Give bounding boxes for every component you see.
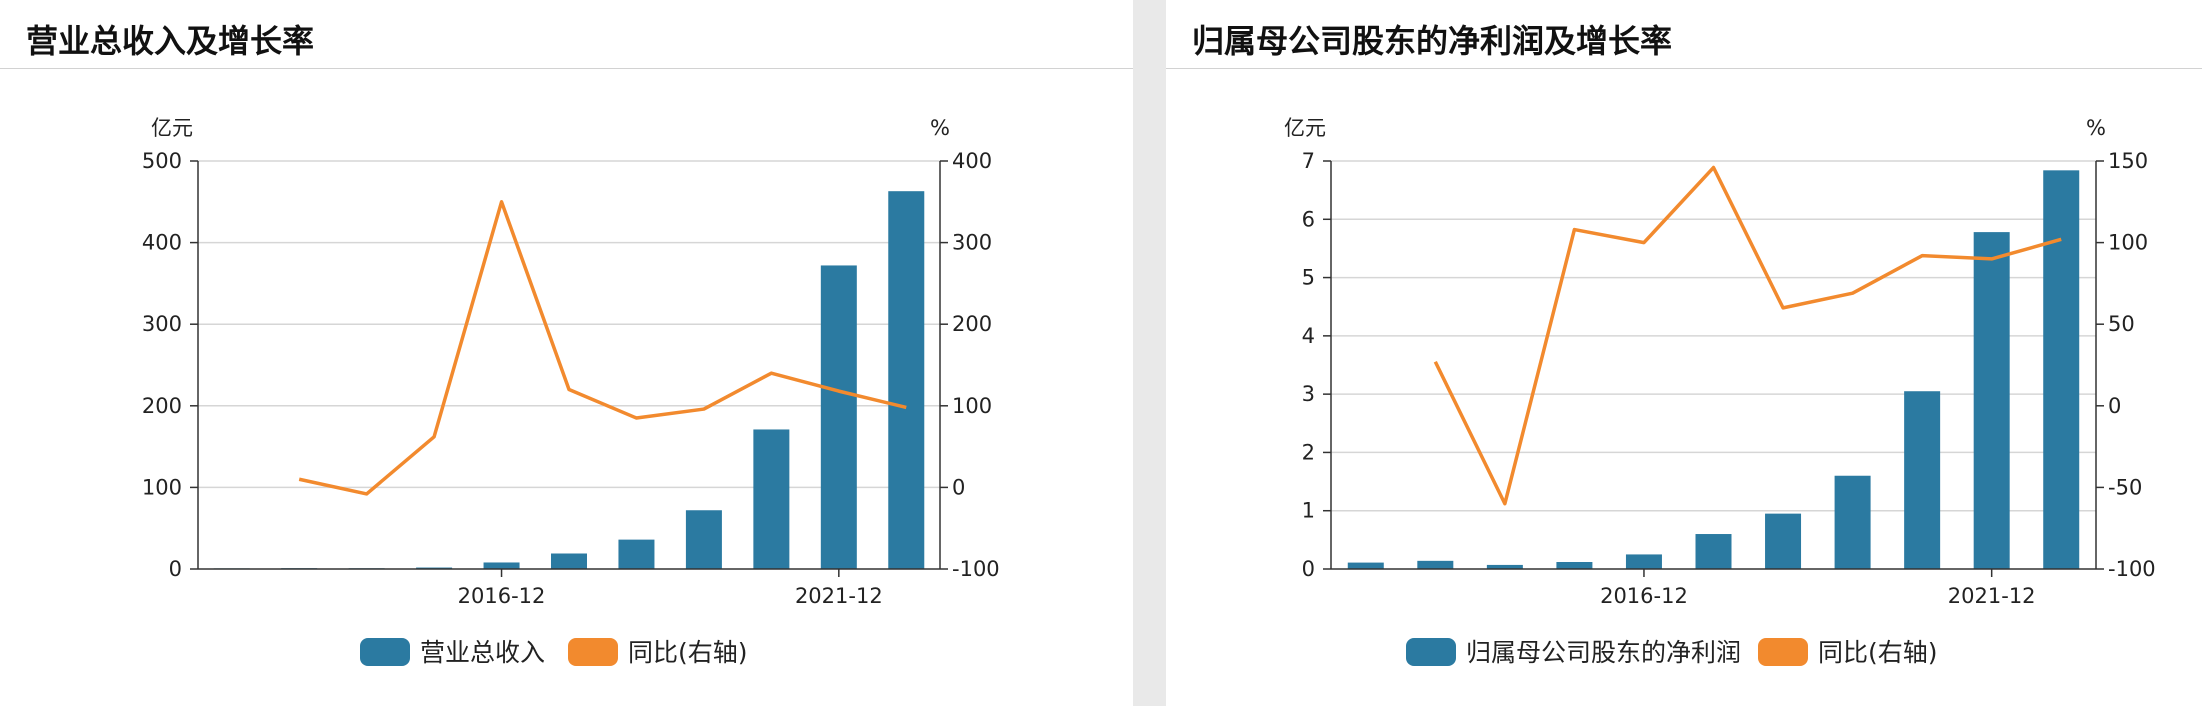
y-tick-label: 5 bbox=[1302, 266, 1315, 290]
bar bbox=[1556, 562, 1593, 569]
legend-swatch bbox=[568, 638, 618, 666]
y2-tick-label: -100 bbox=[952, 557, 1000, 581]
legend-label: 同比(右轴) bbox=[1818, 638, 1938, 667]
y2-tick-label: -50 bbox=[2108, 475, 2142, 499]
panel-title: 归属母公司股东的净利润及增长率 bbox=[1192, 22, 1673, 60]
y-tick-label: 300 bbox=[142, 312, 182, 336]
panel-title: 营业总收入及增长率 bbox=[26, 22, 315, 60]
y-tick-label: 0 bbox=[169, 557, 182, 581]
bar bbox=[685, 510, 722, 569]
y2-axis-unit: % bbox=[930, 116, 950, 140]
y2-tick-label: 150 bbox=[2108, 149, 2148, 173]
revenue-chart: 0 100 200 300 400 500 -100 0 100 200 300 400 2016-12… bbox=[142, 116, 1000, 667]
legend-label: 同比(右轴) bbox=[628, 638, 748, 667]
y2-tick-label: 400 bbox=[952, 149, 992, 173]
y2-tick-label: 300 bbox=[952, 231, 992, 255]
bar bbox=[483, 562, 520, 569]
x-tick-label: 2021-12 bbox=[795, 584, 883, 608]
y-tick-label: 100 bbox=[142, 475, 182, 499]
bar bbox=[1625, 554, 1662, 569]
y2-tick-label: -100 bbox=[2108, 557, 2156, 581]
legend-swatch bbox=[1406, 638, 1456, 666]
legend-label: 归属母公司股东的净利润 bbox=[1466, 638, 1741, 667]
bar bbox=[2043, 170, 2080, 569]
y2-tick-label: 50 bbox=[2108, 312, 2135, 336]
legend-swatch bbox=[1758, 638, 1808, 666]
y-tick-label: 1 bbox=[1302, 499, 1315, 523]
y-tick-label: 6 bbox=[1302, 207, 1315, 231]
y2-tick-label: 0 bbox=[952, 475, 965, 499]
panel-header: 归属母公司股东的净利润及增长率 bbox=[1166, 0, 2202, 69]
bar bbox=[1765, 513, 1802, 569]
y2-axis-unit: % bbox=[2086, 116, 2106, 140]
x-tick-label: 2016-12 bbox=[458, 584, 546, 608]
bar bbox=[1695, 534, 1732, 569]
y-tick-label: 200 bbox=[142, 394, 182, 418]
net-profit-panel: 归属母公司股东的净利润及增长率 0 1 2 3 4 5 6 7 -100 -50 0 50 100 150… bbox=[1166, 0, 2202, 706]
bar bbox=[820, 265, 857, 569]
net-profit-chart: 0 1 2 3 4 5 6 7 -100 -50 0 50 100 150 2016-12 2021-12 亿元… bbox=[1284, 116, 2156, 667]
growth-rate-line bbox=[1433, 165, 2062, 506]
bar bbox=[888, 191, 925, 569]
y-axis-unit: 亿元 bbox=[1284, 116, 1326, 140]
y2-tick-label: 100 bbox=[2108, 231, 2148, 255]
bar bbox=[1417, 560, 1454, 569]
y2-tick-label: 200 bbox=[952, 312, 992, 336]
legend-label: 营业总收入 bbox=[420, 638, 545, 667]
revenue-panel: 营业总收入及增长率 0 100 200 300 400 500 -100 0 100 200 300… bbox=[0, 0, 1133, 706]
y-tick-label: 400 bbox=[142, 231, 182, 255]
y2-tick-label: 100 bbox=[952, 394, 992, 418]
bar bbox=[1904, 391, 1941, 569]
growth-rate-line bbox=[298, 200, 907, 496]
bar bbox=[1486, 564, 1523, 569]
bar bbox=[618, 539, 655, 569]
bar bbox=[753, 429, 790, 569]
y-tick-label: 4 bbox=[1302, 324, 1315, 348]
x-tick-label: 2021-12 bbox=[1948, 584, 2036, 608]
y2-tick-label: 0 bbox=[2108, 394, 2121, 418]
bar bbox=[1347, 562, 1384, 569]
y-axis-unit: 亿元 bbox=[151, 116, 193, 140]
y-tick-label: 500 bbox=[142, 149, 182, 173]
panel-header: 营业总收入及增长率 bbox=[0, 0, 1133, 69]
y-tick-label: 2 bbox=[1302, 440, 1315, 464]
bar bbox=[1834, 475, 1871, 569]
bar bbox=[1973, 232, 2010, 569]
x-tick-label: 2016-12 bbox=[1600, 584, 1688, 608]
y-tick-label: 0 bbox=[1302, 557, 1315, 581]
y-tick-label: 7 bbox=[1302, 149, 1315, 173]
bar bbox=[551, 553, 587, 569]
legend-swatch bbox=[360, 638, 410, 666]
y-tick-label: 3 bbox=[1302, 382, 1315, 406]
